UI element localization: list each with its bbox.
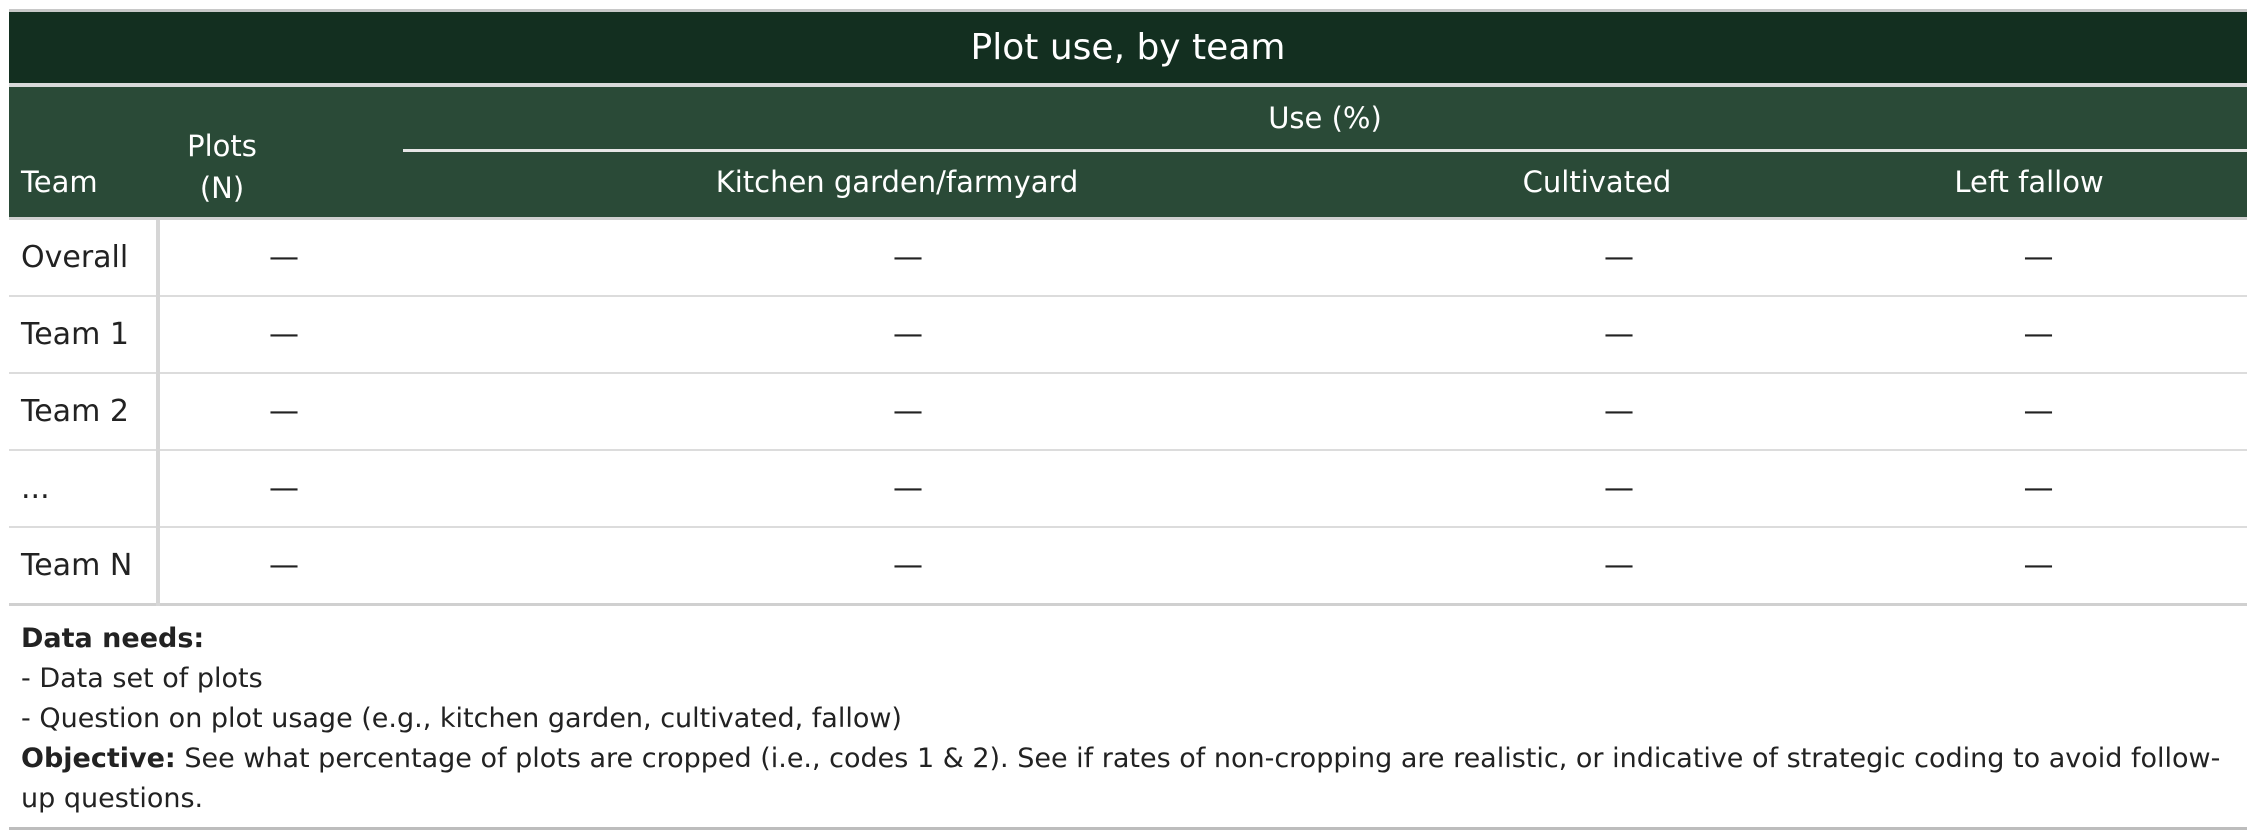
column-header: Team Plots (N) Use (%) Kitchen garden/fa…	[9, 87, 2247, 217]
title-divider	[9, 83, 2247, 87]
cell-plots: —	[158, 527, 408, 606]
header-plots-line2: (N)	[199, 171, 245, 205]
row-team: ...	[9, 450, 160, 528]
cell-fallow: —	[1830, 527, 2247, 606]
table-row: Overall — — — —	[9, 220, 2247, 297]
cell-cultivated: —	[1408, 373, 1830, 451]
cell-cultivated: —	[1408, 296, 1830, 374]
objective-label: Objective:	[21, 743, 176, 774]
cell-plots: —	[158, 373, 408, 451]
cell-cultivated: —	[1408, 450, 1830, 528]
header-divider	[9, 217, 2247, 220]
table-row: Team 1 — — — —	[9, 296, 2247, 374]
table-row: Team N — — — —	[9, 527, 2247, 606]
header-fallow: Left fallow	[1954, 165, 2104, 199]
cell-kitchen: —	[408, 296, 1408, 374]
header-cultivated: Cultivated	[1522, 165, 1672, 199]
data-need-item: - Question on plot usage (e.g., kitchen …	[21, 703, 902, 734]
data-needs-label: Data needs:	[21, 623, 205, 654]
cell-cultivated: —	[1408, 527, 1830, 606]
row-team: Team 1	[9, 296, 160, 374]
row-team: Team N	[9, 527, 160, 606]
top-rule	[9, 9, 2247, 12]
cell-kitchen: —	[408, 527, 1408, 606]
plot-use-table: Plot use, by team Team Plots (N) Use (%)…	[9, 9, 2247, 830]
table-title: Plot use, by team	[9, 12, 2247, 83]
header-plots-line1: Plots	[187, 129, 257, 163]
header-use-spanner: Use (%)	[1268, 101, 1382, 135]
cell-fallow: —	[1830, 373, 2247, 451]
objective-line: Objective: See what percentage of plots …	[21, 739, 2247, 819]
objective-text: See what percentage of plots are cropped…	[21, 743, 2221, 814]
cell-cultivated: —	[1408, 220, 1830, 297]
header-plots: Plots (N)	[177, 125, 267, 209]
table-row: ... — — — —	[9, 450, 2247, 528]
cell-kitchen: —	[408, 220, 1408, 297]
table-footnote: Data needs: - Data set of plots - Questi…	[9, 606, 2247, 819]
cell-fallow: —	[1830, 220, 2247, 297]
cell-plots: —	[158, 450, 408, 528]
table-row: Team 2 — — — —	[9, 373, 2247, 451]
cell-kitchen: —	[408, 373, 1408, 451]
data-need-item: - Data set of plots	[21, 663, 263, 694]
cell-fallow: —	[1830, 450, 2247, 528]
header-team: Team	[21, 165, 98, 199]
cell-plots: —	[158, 296, 408, 374]
row-team: Overall	[9, 220, 160, 297]
row-team: Team 2	[9, 373, 160, 451]
cell-kitchen: —	[408, 450, 1408, 528]
header-kitchen: Kitchen garden/farmyard	[715, 165, 1079, 199]
cell-plots: —	[158, 220, 408, 297]
spanner-rule	[403, 149, 2247, 152]
cell-fallow: —	[1830, 296, 2247, 374]
table-body: Overall — — — — Team 1 — — — — Team 2 — …	[9, 220, 2247, 606]
